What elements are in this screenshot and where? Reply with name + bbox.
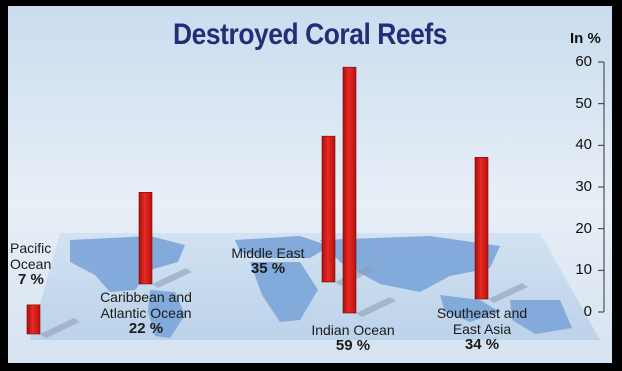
label-pacific-ocean-line2: Ocean <box>10 256 52 272</box>
bar-middle-east <box>321 135 336 283</box>
y-tick-label: 10 <box>575 261 592 279</box>
y-axis-unit-label: In % <box>570 30 601 47</box>
bar-shadow <box>488 283 528 303</box>
y-tick-label: 0 <box>583 303 592 320</box>
label-pacific-ocean-line1: Pacific <box>10 240 52 256</box>
label-southeast-east-asia-line2: East Asia <box>452 321 512 337</box>
label-middle-east-line1: Middle East <box>231 245 305 261</box>
bar-southeast-and-east-asia <box>474 157 489 300</box>
bar-shadow <box>152 268 192 288</box>
y-tick-label: 60 <box>575 53 592 70</box>
label-caribbean-atlantic: Caribbean and Atlantic Ocean 22 % <box>84 289 208 337</box>
bar-caribbean-and-atlantic-ocean <box>138 192 153 285</box>
label-middle-east: Middle East 35 % <box>218 245 318 277</box>
bar-indian-ocean <box>342 66 357 314</box>
chart-title: Destroyed Coral Reefs <box>173 18 447 51</box>
label-southeast-east-asia-pct: 34 % <box>464 336 500 353</box>
label-pacific-ocean-pct: 7 % <box>18 271 44 288</box>
bar-pacific-ocean <box>26 304 41 335</box>
label-caribbean-atlantic-pct: 22 % <box>128 320 164 337</box>
y-tick-label: 40 <box>575 136 592 154</box>
label-indian-ocean: Indian Ocean 59 % <box>294 322 412 354</box>
bar-shadow <box>356 297 396 317</box>
bar-shadow <box>40 318 80 338</box>
label-pacific-ocean: Pacific Ocean 7 % <box>10 240 51 288</box>
bars <box>26 66 528 338</box>
world-map <box>70 236 572 338</box>
y-tick-label: 30 <box>575 178 592 195</box>
label-indian-ocean-line1: Indian Ocean <box>311 322 395 338</box>
label-caribbean-atlantic-line1: Caribbean and <box>100 289 192 305</box>
label-southeast-east-asia-line1: Southeast and <box>436 305 528 321</box>
y-tick-label: 20 <box>575 219 592 237</box>
label-middle-east-pct: 35 % <box>250 260 286 277</box>
label-indian-ocean-pct: 59 % <box>335 337 371 354</box>
label-caribbean-atlantic-line2: Atlantic Ocean <box>100 305 192 321</box>
label-southeast-east-asia: Southeast and East Asia 34 % <box>420 305 544 353</box>
y-tick-label: 50 <box>575 94 592 112</box>
y-tick-marks <box>598 61 604 313</box>
